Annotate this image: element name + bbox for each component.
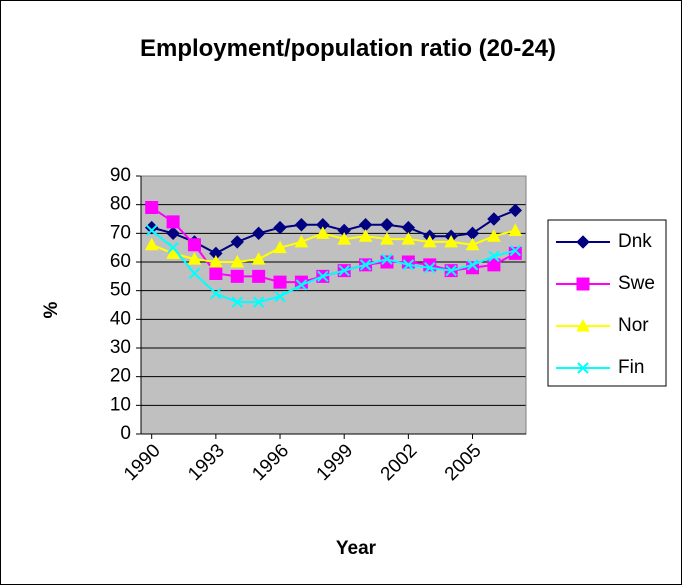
marker bbox=[166, 226, 180, 241]
legend-label: Swe bbox=[618, 273, 655, 294]
marker bbox=[230, 269, 244, 283]
marker bbox=[358, 229, 373, 242]
marker bbox=[209, 254, 223, 268]
marker bbox=[422, 234, 437, 248]
plot-area bbox=[141, 176, 526, 434]
marker bbox=[230, 235, 244, 249]
marker bbox=[401, 232, 416, 245]
legend-label: Nor bbox=[618, 315, 649, 336]
marker bbox=[509, 244, 522, 257]
y-tick-label: 60 bbox=[110, 251, 131, 272]
x-tick-label: 1999 bbox=[313, 440, 358, 485]
marker bbox=[274, 290, 286, 303]
chart-title: Employment/population ratio (20-24) bbox=[139, 35, 557, 62]
marker bbox=[251, 226, 266, 241]
marker bbox=[230, 254, 245, 268]
marker bbox=[144, 237, 159, 251]
marker bbox=[487, 212, 501, 226]
y-tick-label: 50 bbox=[110, 280, 131, 301]
marker bbox=[188, 267, 201, 280]
x-tick-label: 1996 bbox=[248, 440, 293, 485]
x-tick-label: 2005 bbox=[441, 440, 486, 485]
y-tick-label: 0 bbox=[120, 423, 131, 444]
marker bbox=[380, 232, 394, 245]
marker bbox=[273, 240, 287, 254]
marker bbox=[508, 203, 523, 218]
y-tick-label: 10 bbox=[110, 394, 131, 415]
marker bbox=[252, 269, 266, 283]
marker bbox=[251, 252, 266, 265]
marker bbox=[576, 235, 590, 249]
legend-label: Fin bbox=[618, 357, 644, 378]
marker bbox=[576, 318, 590, 332]
legend-label: Dnk bbox=[618, 231, 652, 252]
marker bbox=[273, 275, 287, 289]
marker bbox=[315, 226, 330, 239]
marker bbox=[508, 223, 523, 236]
marker bbox=[487, 229, 501, 242]
marker bbox=[380, 218, 394, 232]
marker bbox=[252, 296, 265, 308]
marker bbox=[337, 232, 352, 245]
marker bbox=[166, 215, 180, 229]
marker bbox=[444, 234, 458, 248]
marker bbox=[294, 275, 308, 289]
y-tick-label: 40 bbox=[110, 308, 131, 329]
marker bbox=[466, 259, 479, 271]
marker bbox=[295, 279, 308, 291]
marker bbox=[145, 224, 158, 237]
x-tick-label: 1990 bbox=[120, 440, 165, 485]
marker bbox=[445, 264, 457, 277]
marker bbox=[488, 250, 500, 262]
marker bbox=[209, 266, 223, 280]
marker bbox=[187, 238, 201, 252]
x-tick-label: 1993 bbox=[184, 440, 229, 485]
y-axis-label: % bbox=[41, 301, 62, 318]
marker bbox=[187, 252, 202, 265]
marker bbox=[359, 259, 372, 271]
y-tick-label: 80 bbox=[110, 194, 131, 215]
marker bbox=[210, 287, 222, 300]
y-tick-label: 20 bbox=[110, 366, 131, 387]
marker bbox=[294, 234, 309, 248]
legend-box bbox=[547, 219, 667, 387]
marker bbox=[424, 262, 436, 274]
marker bbox=[465, 237, 480, 251]
x-axis-label: Year bbox=[336, 538, 377, 559]
marker bbox=[145, 201, 159, 215]
marker bbox=[231, 296, 243, 308]
marker bbox=[577, 362, 589, 374]
marker bbox=[338, 264, 350, 277]
marker bbox=[294, 218, 309, 232]
x-tick-label: 2002 bbox=[377, 440, 422, 485]
marker bbox=[167, 241, 179, 254]
marker bbox=[317, 270, 329, 283]
marker bbox=[402, 259, 415, 271]
marker bbox=[273, 220, 287, 235]
y-tick-label: 70 bbox=[110, 222, 131, 243]
marker bbox=[381, 253, 393, 265]
marker bbox=[576, 277, 590, 291]
y-tick-label: 90 bbox=[110, 165, 131, 186]
marker bbox=[166, 246, 180, 259]
y-tick-label: 30 bbox=[110, 337, 131, 358]
